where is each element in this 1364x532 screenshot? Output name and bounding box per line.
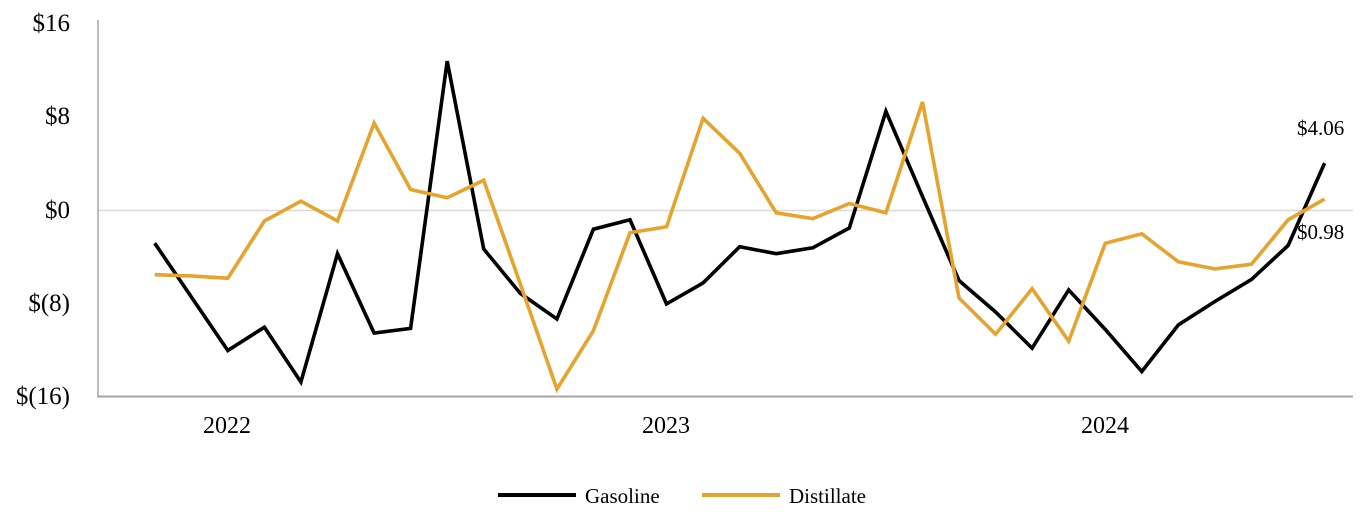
distillate-series-line	[154, 101, 1326, 394]
x-label-2022: 2022	[203, 413, 251, 439]
x-label-2023: 2023	[642, 413, 690, 439]
y-tick-neg8: $(8)	[28, 290, 70, 317]
gasoline-series-line	[153, 60, 1327, 387]
series-lines	[153, 60, 1327, 394]
y-tick-8: $8	[45, 103, 70, 130]
gasoline-line-swatch-icon	[498, 493, 576, 497]
y-tick-16: $16	[32, 10, 71, 37]
distillate-end-value-label: $0.98	[1297, 220, 1345, 244]
distillate-line-swatch-icon	[702, 493, 780, 497]
legend-item-distillate: Distillate	[702, 484, 892, 508]
y-tick-neg16: $(16)	[15, 383, 70, 410]
legend-label-gasoline: Gasoline	[585, 484, 660, 508]
legend-item-gasoline: Gasoline	[498, 484, 688, 508]
y-tick-0: $0	[45, 197, 70, 224]
gasoline-end-value-label: $4.06	[1297, 116, 1345, 140]
x-label-2024: 2024	[1081, 413, 1129, 439]
legend-label-distillate: Distillate	[789, 484, 866, 508]
